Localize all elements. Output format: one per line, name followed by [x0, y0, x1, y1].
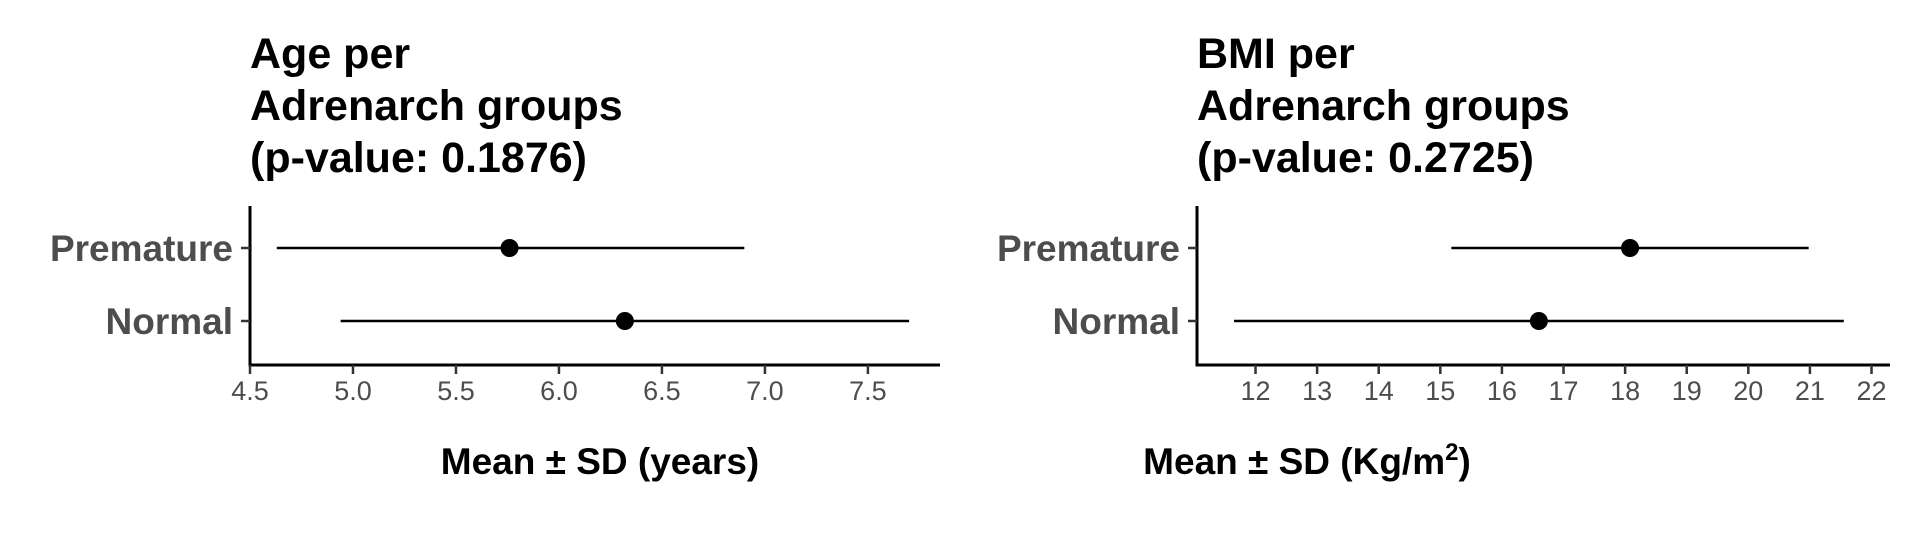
age-mean-point [500, 239, 519, 257]
bmi-x-axis-title: Mean ± SD (Kg/m2) [1143, 439, 1471, 482]
age-x-tick-label: 6.5 [643, 376, 681, 406]
bmi-x-tick-label: 17 [1548, 376, 1578, 406]
age-title-line-3: (p-value: 0.1876) [250, 134, 587, 182]
age-title-line-1: Age per [250, 30, 411, 78]
bmi-x-tick-label: 21 [1795, 376, 1825, 406]
bmi-x-tick-label: 19 [1672, 376, 1702, 406]
age-x-tick-label: 4.5 [231, 376, 269, 406]
bmi-x-tick-label: 18 [1610, 376, 1640, 406]
age-x-axis-title: Mean ± SD (years) [441, 441, 759, 482]
age-chart-title: Age per Adrenarch groups (p-value: 0.187… [250, 28, 623, 184]
bmi-x-tick-label: 20 [1733, 376, 1763, 406]
bmi-x-tick-label: 14 [1364, 376, 1394, 406]
age-mean-point [615, 312, 634, 330]
bmi-chart-title: BMI per Adrenarch groups (p-value: 0.272… [1197, 28, 1570, 184]
age-category-label: Premature [50, 228, 233, 269]
bmi-mean-point [1621, 239, 1640, 257]
bmi-title-line-1: BMI per [1197, 30, 1355, 78]
bmi-chart-panel: BMI per Adrenarch groups (p-value: 0.272… [950, 0, 1910, 528]
bmi-title-line-3: (p-value: 0.2725) [1197, 134, 1534, 182]
bmi-title-line-2: Adrenarch groups [1197, 82, 1570, 130]
bmi-x-tick-label: 22 [1856, 376, 1886, 406]
bmi-x-tick-label: 12 [1240, 376, 1270, 406]
age-chart-panel: Age per Adrenarch groups (p-value: 0.187… [0, 0, 960, 528]
bmi-x-tick-label: 16 [1487, 376, 1517, 406]
age-x-tick-label: 7.5 [849, 376, 887, 406]
age-x-tick-label: 7.0 [746, 376, 784, 406]
bmi-chart-plot: Premature Normal 12 13 14 15 16 17 18 19 20 21 22 Mea… [997, 206, 1890, 482]
bmi-x-tick-label: 15 [1425, 376, 1455, 406]
age-x-tick-label: 5.0 [334, 376, 372, 406]
bmi-category-label: Premature [997, 228, 1180, 269]
age-title-line-2: Adrenarch groups [250, 82, 623, 130]
age-chart-plot: Premature Normal 4.5 5.0 5.5 6.0 6.5 7.0 7.5 Mean… [50, 206, 940, 482]
age-x-tick-label: 5.5 [437, 376, 475, 406]
age-x-tick-label: 6.0 [540, 376, 578, 406]
age-category-label: Normal [106, 301, 233, 342]
bmi-x-tick-label: 13 [1302, 376, 1332, 406]
bmi-mean-point [1529, 312, 1548, 330]
bmi-category-label: Normal [1053, 301, 1180, 342]
